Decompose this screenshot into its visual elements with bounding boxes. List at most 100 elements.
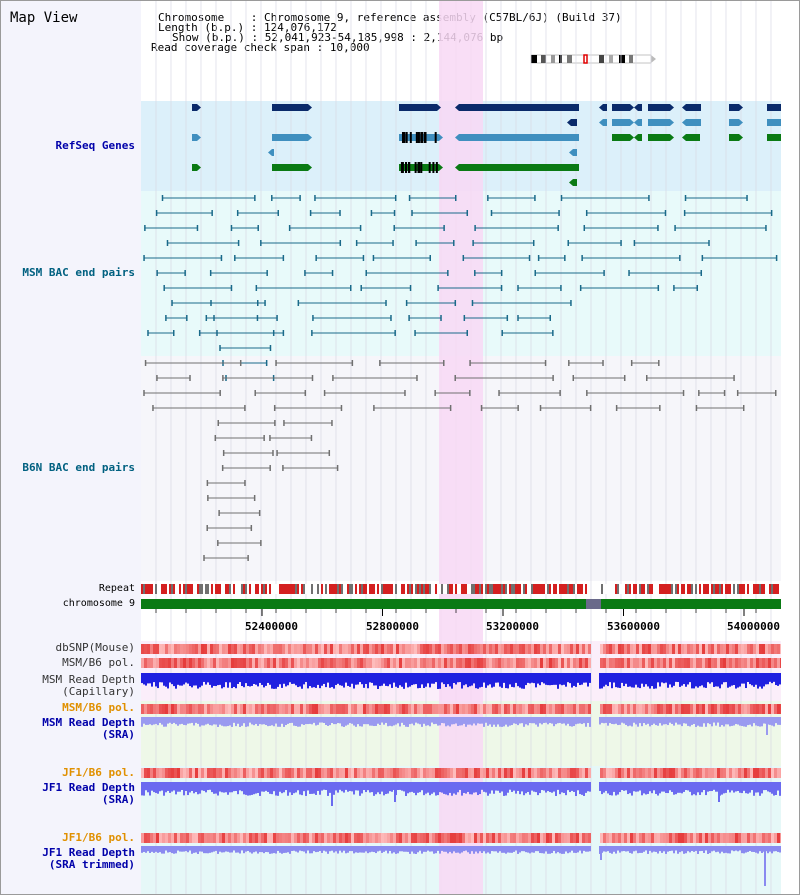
jf1-depth-sra-bar — [359, 782, 361, 796]
msm-depth-capillary-bar — [677, 673, 679, 683]
jf1-b6-pol-label-2[interactable]: JF1/B6 pol. — [62, 831, 135, 844]
msm-b6-pol-label-1[interactable]: MSM/B6 pol. — [62, 656, 135, 669]
msm-depth-capillary-bar — [709, 673, 711, 684]
b6n-bac-label[interactable]: B6N BAC end pairs — [22, 461, 135, 474]
repeat-segment — [463, 584, 465, 594]
repeat-segment — [267, 584, 269, 594]
jf1-depth-trimmed-bar — [367, 846, 369, 854]
msm-depth-capillary-bar — [287, 673, 289, 686]
msm-depth-capillary-bar — [343, 673, 345, 688]
repeat-segment — [709, 584, 711, 594]
gene-arrow — [455, 104, 459, 111]
jf1-pol-cell — [306, 768, 309, 778]
jf1-depth-sra-bar — [387, 782, 389, 794]
jf1-pol-cell — [627, 768, 630, 778]
msm-depth-capillary-bar — [169, 673, 171, 683]
jf1-pol2-cell — [165, 833, 168, 843]
genome-tracks-canvas[interactable] — [141, 1, 781, 894]
msm-depth-capillary-bar — [371, 673, 373, 683]
jf1-pol2-cell — [687, 833, 690, 843]
msm-depth-capillary-bar — [357, 673, 359, 685]
msm-depth-sra-bar — [599, 717, 601, 725]
msm-b6-pol-label-2[interactable]: MSM/B6 pol. — [62, 701, 135, 714]
msm-pol2-cell — [516, 704, 519, 714]
msm-bac-label[interactable]: MSM BAC end pairs — [22, 266, 135, 279]
dbsnp-cell — [423, 644, 426, 654]
gene-arrow — [670, 119, 674, 126]
jf1-pol-cell — [447, 768, 450, 778]
jf1-depth-trimmed-bar — [529, 846, 531, 854]
msm-depth-capillary-bar — [725, 673, 727, 683]
repeat-segment — [461, 584, 463, 594]
dbsnp-cell — [144, 644, 147, 654]
msm-depth-sra-bar — [289, 717, 291, 724]
dbsnp-cell — [474, 644, 477, 654]
jf1-depth-sra-bar — [667, 782, 669, 794]
jf1-read-depth-sra-label[interactable]: JF1 Read Depth (SRA) — [42, 781, 135, 806]
refseq-genes-label[interactable]: RefSeq Genes — [55, 139, 135, 152]
msm-read-depth-capillary-label[interactable]: MSM Read Depth (Capillary) — [42, 673, 135, 698]
dbsnp-cell — [546, 644, 549, 654]
msm-depth-sra-bar — [147, 717, 149, 725]
dbsnp-cell — [204, 644, 207, 654]
jf1-depth-sra-bar — [327, 782, 329, 796]
repeat-segment — [501, 584, 503, 594]
jf1-depth-trimmed-bar — [499, 846, 501, 852]
repeat-segment — [261, 584, 263, 594]
jf1-depth-trimmed-bar-spike — [600, 846, 602, 860]
msm-pol2-cell — [381, 704, 384, 714]
msm-read-depth-sra-label[interactable]: MSM Read Depth (SRA) — [42, 716, 135, 741]
msm-pol-cell — [495, 658, 498, 668]
jf1-depth-sra-bar — [293, 782, 295, 794]
jf1-pol-cell — [492, 768, 495, 778]
msm-depth-capillary-bar — [259, 673, 261, 683]
msm-pol2-cell — [222, 704, 225, 714]
gene-feature — [272, 149, 274, 156]
repeat-segment — [511, 584, 513, 594]
jf1-read-depth-trimmed-label[interactable]: JF1 Read Depth (SRA trimmed) — [42, 846, 135, 871]
msm-depth-sra-bar — [367, 717, 369, 725]
repeat-segment — [381, 584, 383, 594]
msm-pol-cell — [525, 658, 528, 668]
dbsnp-cell — [678, 644, 681, 654]
repeat-segment — [763, 584, 765, 594]
msm-pol2-cell — [183, 704, 186, 714]
msm-depth-sra-bar — [161, 717, 163, 725]
jf1-pol-cell — [375, 768, 378, 778]
jf1-depth-trimmed-bar — [327, 846, 329, 854]
jf1-pol2-cell — [708, 833, 711, 843]
repeat-segment — [309, 584, 311, 594]
dbsnp-cell — [234, 644, 237, 654]
jf1-pol-cell — [588, 768, 591, 778]
repeat-segment — [283, 584, 285, 594]
dbsnp-cell — [522, 644, 525, 654]
repeat-segment — [539, 584, 541, 594]
dbsnp-cell — [207, 644, 210, 654]
msm-depth-sra-bar — [203, 717, 205, 726]
msm-pol-cell — [762, 658, 765, 668]
repeat-segment — [187, 584, 189, 594]
msm-pol2-cell — [150, 704, 153, 714]
repeat-segment — [475, 584, 477, 594]
dbsnp-label[interactable]: dbSNP(Mouse) — [55, 641, 135, 654]
repeat-segment — [259, 584, 261, 594]
jf1-depth-trimmed-bar — [373, 846, 375, 853]
jf1-pol2-cell — [738, 833, 741, 843]
jf1-pol2-cell — [762, 833, 765, 843]
gene-feature — [729, 104, 739, 111]
jf1-depth-sra-bar — [305, 782, 307, 796]
msm-depth-capillary-bar — [607, 673, 609, 687]
jf1-depth-sra-bar — [299, 782, 301, 795]
msm-depth-sra-bar — [469, 717, 471, 725]
jf1-b6-pol-label-1[interactable]: JF1/B6 pol. — [62, 766, 135, 779]
msm-depth-capillary-bar — [245, 673, 247, 684]
gene-feature — [603, 119, 607, 126]
msm-depth-sra-bar — [355, 717, 357, 727]
msm-depth-sra-bar — [189, 717, 191, 724]
jf1-pol-cell — [300, 768, 303, 778]
jf1-depth-sra-bar — [565, 782, 567, 796]
repeat-segment — [471, 584, 473, 594]
msm-depth-sra-bar — [441, 717, 443, 723]
msm-pol2-cell — [438, 704, 441, 714]
jf1-depth-sra-bar — [141, 782, 143, 796]
